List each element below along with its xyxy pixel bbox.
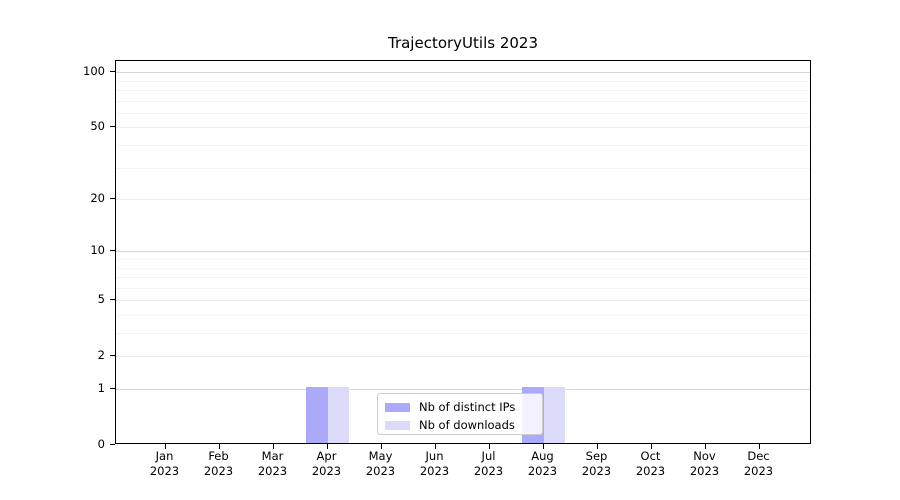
x-tick-month: Nov: [693, 449, 716, 463]
y-tick-label: 5: [97, 292, 105, 307]
x-tick-year: 2023: [527, 464, 558, 478]
x-tick-mark: [542, 444, 544, 449]
x-tick-label-nov: Nov 2023: [665, 449, 745, 479]
bar-apr-distinct-ips: [306, 387, 328, 443]
y-tick-label: 20: [90, 191, 105, 206]
y-tick-label: 100: [83, 64, 105, 79]
x-tick-mark: [488, 444, 490, 449]
x-tick-label-jun: Jun 2023: [395, 449, 475, 479]
x-tick-mark: [434, 444, 436, 449]
x-tick-label-feb: Feb 2023: [179, 449, 259, 479]
bar-apr-downloads: [327, 387, 349, 443]
legend: Nb of distinct IPs Nb of downloads: [377, 393, 543, 435]
x-tick-month: Dec: [747, 449, 770, 463]
y-tick-mark: [110, 126, 115, 128]
gridline-minor: [116, 100, 810, 102]
legend-item: Nb of distinct IPs: [385, 399, 542, 415]
y-tick-mark: [110, 198, 115, 200]
y-tick-label: 1: [97, 381, 105, 395]
x-tick-label-sep: Sep 2023: [557, 449, 637, 479]
x-tick-year: 2023: [365, 464, 396, 478]
gridline: [116, 199, 810, 201]
x-tick-year: 2023: [743, 464, 774, 478]
gridline-major: [116, 251, 810, 253]
gridline-minor: [116, 80, 810, 82]
x-tick-month: Sep: [585, 449, 608, 463]
legend-swatch-distinct-ips: [385, 402, 410, 412]
y-tick-mark: [110, 299, 115, 301]
gridline-minor: [116, 259, 810, 260]
legend-label: Nb of distinct IPs: [419, 400, 516, 414]
gridline-minor: [116, 277, 810, 279]
x-tick-year: 2023: [311, 464, 342, 478]
x-tick-month: Jan: [155, 449, 174, 463]
gridline-minor: [116, 145, 810, 147]
x-tick-mark: [704, 444, 706, 449]
y-tick-label: 2: [97, 348, 105, 363]
x-tick-month: Oct: [640, 449, 661, 463]
x-tick-mark: [758, 444, 760, 449]
x-tick-label-may: May 2023: [341, 449, 421, 479]
x-tick-year: 2023: [689, 464, 720, 478]
y-tick-label: 0: [97, 437, 105, 451]
y-tick-mark: [110, 71, 115, 73]
x-tick-label-jan: Jan 2023: [125, 449, 205, 479]
x-tick-label-aug: Aug 2023: [503, 449, 583, 479]
x-tick-month: Mar: [261, 449, 284, 463]
x-tick-label-jul: Jul 2023: [449, 449, 529, 479]
x-tick-mark: [272, 444, 274, 449]
y-tick-label: 10: [90, 243, 105, 258]
gridline: [116, 127, 810, 129]
gridline-minor: [116, 112, 810, 114]
y-tick-label: 50: [90, 119, 105, 134]
gridline-major: [116, 389, 810, 390]
x-tick-mark: [596, 444, 598, 449]
gridline: [116, 356, 810, 358]
gridlines-layer: [116, 61, 810, 443]
gridline-minor: [116, 167, 810, 169]
gridline-minor: [116, 287, 810, 289]
y-tick-mark: [110, 388, 115, 389]
x-tick-month: Feb: [208, 449, 229, 463]
x-tick-label-mar: Mar 2023: [233, 449, 313, 479]
x-tick-label-oct: Oct 2023: [611, 449, 691, 479]
x-tick-label-dec: Dec 2023: [719, 449, 799, 479]
x-tick-month: Jun: [425, 449, 444, 463]
x-tick-month: Apr: [316, 449, 337, 463]
gridline-minor: [116, 267, 810, 269]
y-tick-mark: [110, 355, 115, 357]
y-tick-mark: [110, 444, 115, 445]
gridline-minor: [116, 90, 810, 92]
x-tick-mark: [380, 444, 382, 449]
x-tick-label-apr: Apr 2023: [287, 449, 367, 479]
gridline: [116, 300, 810, 302]
x-tick-month: Jul: [481, 449, 496, 463]
x-tick-mark: [164, 444, 166, 449]
gridline-minor: [116, 314, 810, 316]
legend-label: Nb of downloads: [419, 418, 515, 432]
y-tick-mark: [110, 250, 115, 252]
x-tick-year: 2023: [149, 464, 180, 478]
plot-area: [115, 60, 811, 444]
x-tick-year: 2023: [635, 464, 666, 478]
bar-aug-downloads: [543, 387, 565, 443]
x-tick-month: Aug: [531, 449, 554, 463]
legend-item: Nb of downloads: [385, 417, 542, 433]
x-tick-mark: [650, 444, 652, 449]
x-tick-year: 2023: [473, 464, 504, 478]
legend-swatch-downloads: [385, 420, 410, 430]
x-tick-year: 2023: [203, 464, 234, 478]
x-tick-mark: [326, 444, 328, 449]
x-tick-year: 2023: [581, 464, 612, 478]
bars-layer: [116, 61, 810, 443]
gridline-major: [116, 72, 810, 74]
chart-title: TrajectoryUtils 2023: [387, 34, 538, 52]
gridline-minor: [116, 333, 810, 335]
x-tick-month: May: [368, 449, 393, 463]
x-tick-year: 2023: [257, 464, 288, 478]
x-tick-mark: [218, 444, 220, 449]
x-tick-year: 2023: [419, 464, 450, 478]
